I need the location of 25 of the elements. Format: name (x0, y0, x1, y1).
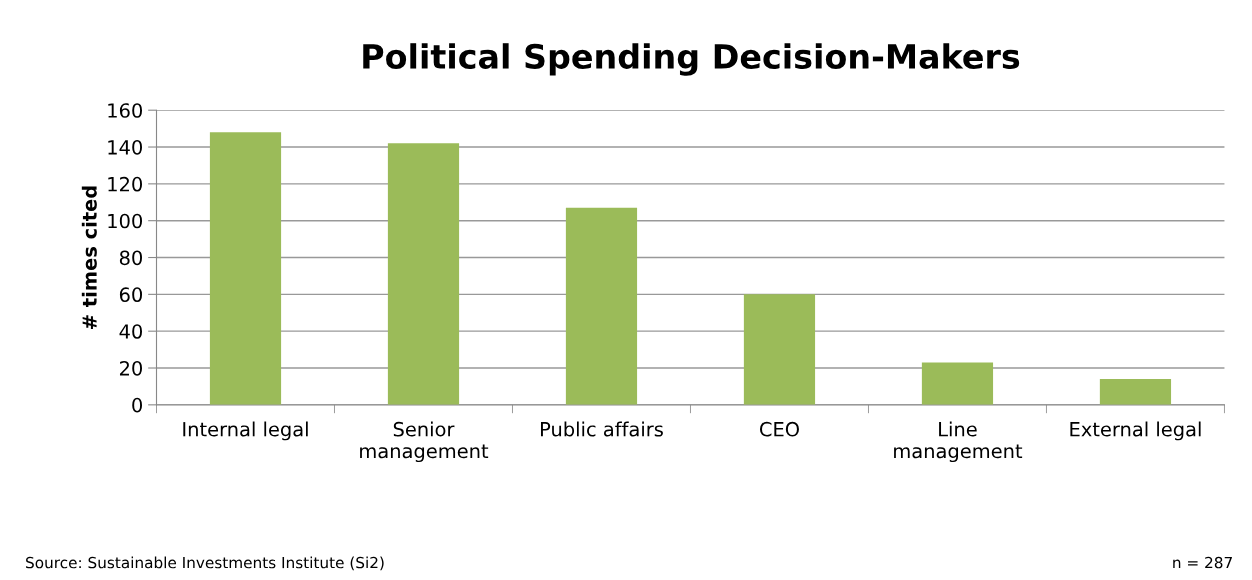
x-tick-label: Public affairs (541, 421, 663, 437)
y-tick-label: 40 (119, 324, 143, 339)
bar (743, 294, 816, 405)
y-tick-label: 140 (108, 139, 143, 155)
y-tick-label: 60 (119, 287, 143, 303)
x-tick-label: Internal legal (183, 421, 308, 441)
y-tick-label: 160 (108, 103, 143, 118)
y-tick-label: 20 (119, 360, 143, 376)
bar (209, 132, 282, 405)
source-note: Source: Sustainable Investments Institute (Si2) (26, 556, 384, 571)
y-tick-label: 0 (132, 397, 143, 413)
text: n = 287 (1173, 556, 1232, 569)
y-axis-title: # times cited (81, 186, 97, 329)
x-tick-label: External legal (1070, 421, 1201, 441)
bar (1099, 379, 1172, 405)
bar (921, 362, 994, 405)
y-tick-label: 100 (108, 213, 143, 229)
y-tick-label: 120 (108, 176, 143, 192)
x-tick-label: Line management (894, 421, 1023, 463)
chart-title: Political Spending Decision-Makers (363, 43, 1020, 76)
bar (387, 143, 460, 405)
y-tick-label: 80 (119, 250, 143, 266)
x-tick-label: CEO (759, 421, 799, 437)
x-tick-label: Senior management (360, 421, 489, 463)
bar (565, 207, 638, 405)
